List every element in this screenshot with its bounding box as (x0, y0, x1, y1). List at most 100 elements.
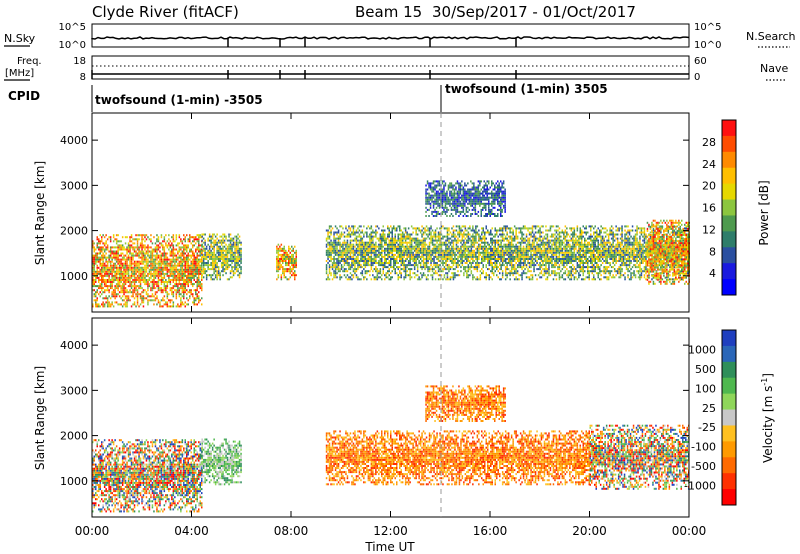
data-cell (276, 245, 278, 248)
data-cell (118, 272, 121, 275)
data-cell (178, 242, 181, 245)
data-cell (507, 268, 510, 271)
data-cell (237, 253, 239, 256)
data-cell (120, 281, 122, 283)
data-cell (375, 241, 377, 244)
data-cell (196, 234, 198, 237)
data-cell (412, 231, 414, 234)
data-cell (163, 236, 166, 239)
data-cell (406, 247, 408, 250)
data-cell (401, 251, 404, 254)
data-cell (487, 251, 489, 254)
data-cell (391, 266, 393, 269)
data-cell (533, 247, 535, 250)
data-cell (400, 274, 402, 277)
data-cell (518, 278, 520, 281)
data-cell (433, 264, 435, 267)
data-cell (115, 272, 118, 275)
data-cell (476, 258, 479, 260)
data-cell (501, 251, 504, 254)
data-cell (521, 274, 523, 277)
data-cell (184, 291, 186, 294)
data-cell (226, 245, 229, 248)
data-cell (109, 260, 112, 263)
data-cell (183, 268, 185, 271)
data-cell (446, 227, 449, 230)
data-cell (114, 287, 116, 290)
data-cell (240, 251, 242, 254)
data-cell (472, 237, 474, 240)
data-cell (150, 281, 152, 283)
data-cell (406, 251, 408, 254)
data-cell (92, 264, 94, 267)
data-cell (133, 287, 136, 290)
data-cell (220, 241, 223, 244)
data-cell (285, 270, 287, 273)
data-cell (189, 234, 191, 237)
data-cell (240, 268, 242, 271)
data-cell (427, 274, 429, 277)
data-cell (202, 241, 205, 244)
data-cell (539, 272, 541, 275)
data-cell (181, 262, 184, 265)
data-cell (491, 237, 493, 240)
data-cell (177, 303, 179, 306)
data-cell (473, 251, 476, 254)
data-cell (500, 233, 502, 236)
data-cell (512, 268, 514, 271)
data-cell (101, 289, 103, 292)
data-cell (138, 272, 140, 275)
data-cell (422, 251, 425, 254)
data-cell (431, 278, 434, 281)
data-cell (448, 245, 450, 248)
data-cell (130, 266, 133, 269)
data-cell (409, 241, 411, 244)
data-cell (360, 258, 362, 260)
data-cell (133, 281, 136, 283)
data-cell (207, 243, 209, 246)
data-cell (339, 251, 341, 254)
data-cell (109, 252, 112, 255)
data-cell (422, 245, 425, 248)
data-cell (381, 278, 383, 281)
data-cell (409, 264, 411, 267)
data-cell (196, 303, 198, 306)
data-cell (216, 255, 218, 258)
data-cell (150, 258, 152, 261)
data-cell (154, 291, 157, 294)
data-cell (424, 237, 426, 240)
data-cell (99, 258, 101, 261)
data-cell (407, 268, 410, 271)
data-cell (425, 243, 428, 246)
data-cell (213, 278, 215, 281)
data-cell (439, 274, 441, 277)
data-cell (445, 264, 447, 267)
data-cell (333, 262, 335, 264)
data-cell (345, 253, 347, 256)
data-cell (521, 231, 523, 234)
data-cell (528, 245, 531, 248)
data-cell (393, 258, 395, 260)
data-cell (488, 260, 490, 262)
data-cell (96, 246, 98, 249)
data-cell (162, 262, 164, 265)
data-cell (452, 278, 455, 281)
data-cell (166, 258, 169, 261)
data-cell (382, 266, 384, 269)
data-cell (355, 270, 358, 273)
data-cell (150, 256, 152, 259)
data-cell (481, 233, 483, 236)
data-cell (439, 233, 441, 236)
data-cell (111, 250, 113, 253)
data-cell (413, 266, 416, 269)
noise-left-tick-top: 10^5 (59, 22, 86, 33)
data-cell (207, 260, 209, 262)
data-cell (102, 270, 104, 273)
data-cell (546, 243, 549, 246)
data-cell (496, 260, 498, 262)
data-cell (540, 253, 543, 256)
data-cell (437, 274, 440, 277)
data-cell (201, 276, 203, 279)
data-cell (485, 231, 487, 234)
data-cell (363, 225, 365, 228)
